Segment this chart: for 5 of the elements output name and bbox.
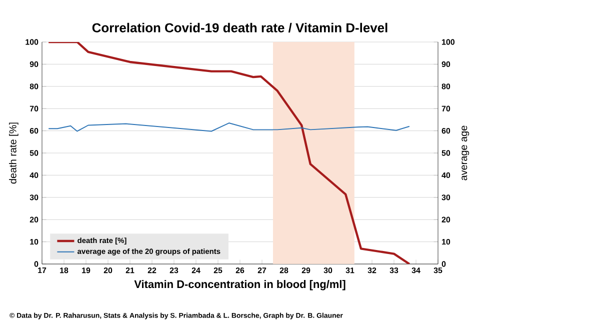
y-axis-title: death rate [%] xyxy=(9,122,18,184)
x-axis-title: Vitamin D-concentration in blood [ng/ml] xyxy=(134,280,346,290)
line-series xyxy=(48,42,410,264)
chart-title: Correlation Covid-19 death rate / Vitamin D-level xyxy=(92,22,388,33)
y2-axis-title: average age xyxy=(462,126,470,180)
